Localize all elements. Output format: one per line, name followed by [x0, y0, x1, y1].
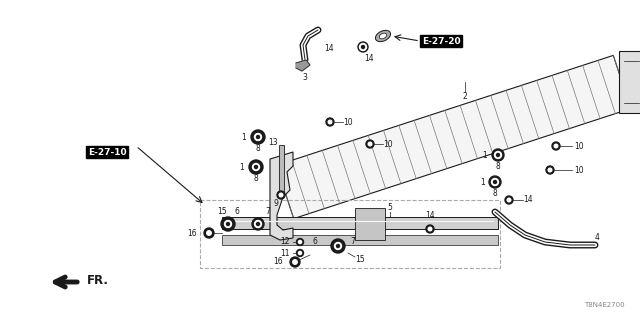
Circle shape: [489, 176, 501, 188]
Circle shape: [277, 191, 285, 199]
Circle shape: [298, 240, 301, 244]
Circle shape: [428, 227, 432, 231]
Text: 16: 16: [188, 228, 197, 237]
Circle shape: [493, 180, 497, 183]
Text: 10: 10: [574, 141, 584, 150]
Circle shape: [426, 225, 434, 233]
Circle shape: [253, 164, 259, 171]
Text: E-27-20: E-27-20: [422, 36, 461, 45]
Text: 10: 10: [343, 117, 353, 126]
Text: 15: 15: [355, 255, 365, 265]
Circle shape: [368, 142, 372, 146]
Circle shape: [296, 250, 303, 257]
Circle shape: [298, 252, 301, 255]
Text: 7: 7: [266, 207, 271, 217]
Circle shape: [296, 238, 303, 245]
Text: 14: 14: [425, 212, 435, 220]
Text: 1: 1: [242, 132, 246, 141]
Ellipse shape: [376, 30, 390, 42]
Circle shape: [331, 239, 345, 253]
Circle shape: [279, 193, 283, 197]
Circle shape: [252, 218, 264, 230]
Circle shape: [221, 217, 235, 231]
Circle shape: [508, 198, 511, 202]
Text: 2: 2: [463, 92, 467, 100]
Text: E-27-10: E-27-10: [88, 148, 127, 156]
Text: 15: 15: [217, 207, 227, 217]
Circle shape: [554, 144, 558, 148]
Circle shape: [358, 42, 368, 52]
Circle shape: [326, 118, 334, 126]
Bar: [222, 235, 498, 245]
Bar: [619, 51, 640, 113]
Circle shape: [249, 160, 263, 174]
Text: 10: 10: [383, 140, 392, 148]
Circle shape: [251, 130, 265, 144]
Text: T8N4E2700: T8N4E2700: [584, 302, 625, 308]
Text: 16: 16: [273, 258, 283, 267]
Circle shape: [552, 142, 560, 150]
Bar: [279, 145, 284, 195]
Circle shape: [257, 135, 259, 139]
Text: 12: 12: [280, 237, 290, 246]
Text: 1: 1: [483, 150, 488, 159]
Circle shape: [328, 120, 332, 124]
Circle shape: [335, 243, 342, 250]
Text: 9: 9: [273, 198, 278, 207]
Text: FR.: FR.: [87, 275, 109, 287]
Circle shape: [255, 220, 262, 228]
Circle shape: [548, 168, 552, 172]
Circle shape: [495, 151, 502, 158]
Text: 1: 1: [481, 178, 485, 187]
Text: 6: 6: [235, 207, 239, 217]
Text: 1: 1: [239, 163, 244, 172]
Circle shape: [225, 220, 232, 228]
Text: 14: 14: [364, 53, 374, 62]
Circle shape: [360, 44, 367, 51]
Text: 4: 4: [595, 233, 600, 242]
Bar: [222, 217, 498, 229]
Circle shape: [255, 165, 257, 169]
Text: 8: 8: [255, 143, 260, 153]
Circle shape: [505, 196, 513, 204]
Circle shape: [362, 45, 365, 49]
Circle shape: [492, 149, 504, 161]
Circle shape: [257, 222, 259, 226]
Text: 8: 8: [253, 173, 259, 182]
Circle shape: [255, 133, 262, 140]
Polygon shape: [296, 60, 310, 71]
Circle shape: [227, 222, 230, 226]
Text: 14: 14: [523, 196, 532, 204]
Text: 14: 14: [324, 44, 334, 52]
Text: 13: 13: [268, 138, 278, 147]
Circle shape: [204, 228, 214, 238]
Circle shape: [292, 260, 297, 264]
Text: 8: 8: [493, 188, 497, 197]
Circle shape: [492, 179, 499, 186]
Ellipse shape: [380, 33, 387, 39]
Text: 5: 5: [388, 204, 392, 212]
Text: 6: 6: [312, 237, 317, 246]
Polygon shape: [270, 152, 293, 240]
Circle shape: [290, 257, 300, 267]
Text: 3: 3: [303, 73, 307, 82]
Text: 11: 11: [280, 249, 290, 258]
Circle shape: [207, 231, 211, 235]
Bar: [355, 208, 385, 240]
Text: 7: 7: [350, 237, 355, 246]
Circle shape: [546, 166, 554, 174]
Circle shape: [337, 244, 339, 247]
Polygon shape: [276, 55, 630, 219]
Circle shape: [366, 140, 374, 148]
Text: 8: 8: [495, 162, 500, 171]
Text: 10: 10: [574, 165, 584, 174]
Circle shape: [497, 154, 499, 156]
